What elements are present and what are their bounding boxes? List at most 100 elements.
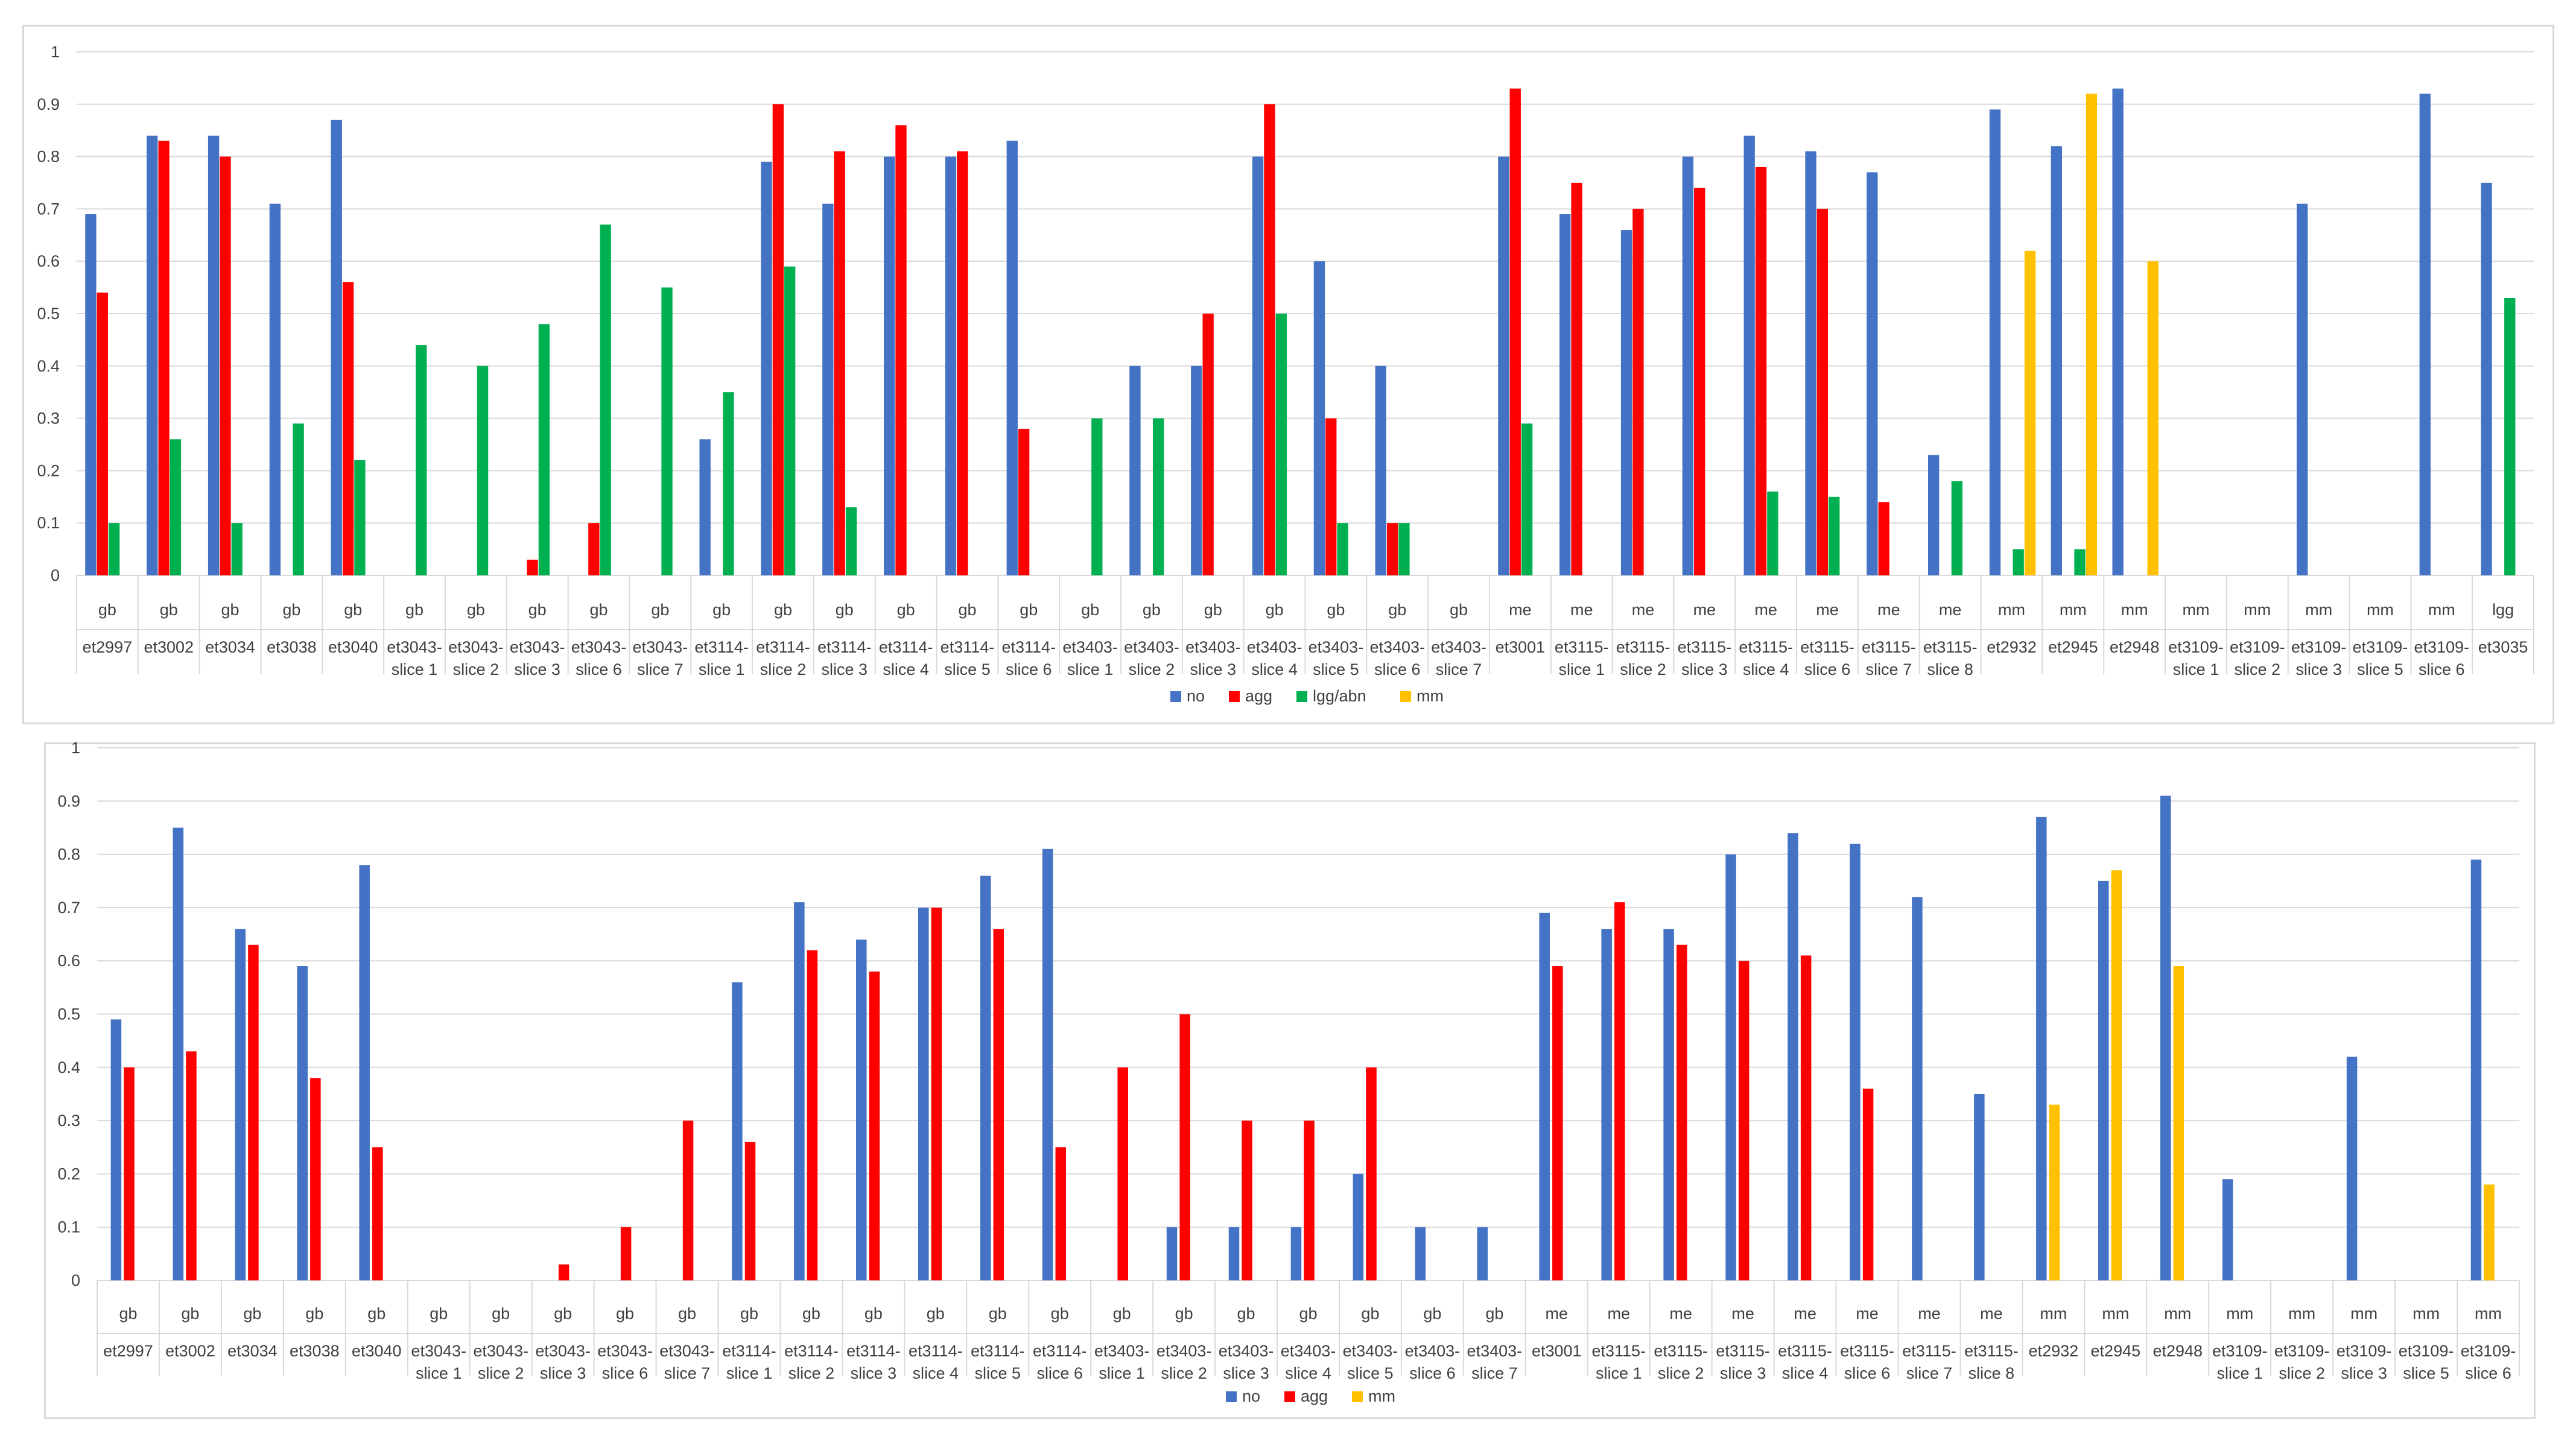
category-label: et3043- [510,638,565,656]
bar-agg-26 [1694,188,1705,575]
bar-no-30 [1974,1093,1985,1280]
bar-agg-18 [1242,1121,1252,1280]
category-label: slice 4 [913,1364,959,1382]
y-tick-label: 0.2 [37,461,60,479]
category-label: slice 2 [478,1364,524,1382]
bar-agg-17 [1179,1014,1190,1280]
category-label: et3043- [597,1342,653,1360]
category-label: slice 1 [2216,1364,2263,1382]
category-label: et3002 [165,1342,215,1360]
bar-no-20 [1313,261,1325,575]
y-tick-label: 0.5 [37,305,60,323]
group-label: gb [1450,601,1468,619]
category-label: et3109- [2212,1342,2268,1360]
bar-no-3 [269,203,281,576]
bar-no-31 [1989,109,2001,576]
category-label: et3115- [1616,638,1670,656]
category-label: et3403- [1094,1342,1150,1360]
category-label: slice 6 [576,660,622,678]
bar-agg-26 [1738,961,1750,1280]
category-label: et3043- [448,638,504,656]
category-label: et3115- [1716,1342,1770,1360]
group-label: me [1607,1305,1630,1323]
legend-swatch-agg [1284,1391,1295,1402]
category-label: slice 6 [1844,1364,1891,1382]
category-label: et3038 [290,1342,340,1360]
bar-no-26 [1682,156,1694,576]
category-label: slice 7 [1471,1364,1518,1382]
bar-no-4 [331,119,342,576]
bar-no-27 [1743,135,1755,575]
category-label: et3114- [694,638,749,656]
group-label: gb [712,601,731,619]
bar-agg-1 [158,141,170,575]
y-tick-label: 0 [51,566,60,584]
bar-no-2 [235,929,246,1280]
category-label: slice 7 [664,1364,711,1382]
group-label: me [1693,601,1716,619]
bar-no-34 [2222,1179,2233,1280]
bar-mm-38 [2484,1184,2495,1280]
bar-no-33 [2112,88,2124,575]
bar-lgg_abn-11 [784,266,796,575]
category-label: et3403- [1124,638,1179,656]
bar-agg-14 [957,151,968,576]
category-label: et3115- [1778,1342,1832,1360]
category-label: et2948 [2152,1342,2203,1360]
bar-no-17 [1129,365,1141,575]
category-label: et3114- [817,638,872,656]
category-label: slice 7 [1436,660,1482,678]
group-label: gb [864,1305,883,1323]
category-label: et3035 [2478,638,2528,656]
bar-agg-2 [248,944,259,1280]
chart-panel-top: 0 0.1 0.2 0.3 0.4 0.5 0.6 0.7 0.8 0.9 1 gb et2997 gb e… [22,25,2554,724]
group-label: gb [305,1305,323,1323]
group-label: me [1509,601,1532,619]
category-label: et3114- [1033,1342,1087,1360]
bar-no-12 [822,203,834,576]
group-label: gb [616,1305,634,1323]
category-label: slice 8 [1927,660,1973,678]
category-label: et3109- [2336,1342,2392,1360]
category-label: slice 6 [1409,1364,1456,1382]
category-label: slice 3 [1223,1364,1269,1382]
category-label: et3403- [1405,1342,1461,1360]
group-label: gb [740,1305,758,1323]
legend-label-agg: agg [1301,1387,1328,1405]
bar-agg-8 [588,523,600,575]
category-label: et3403- [1219,1342,1274,1360]
category-label: et3109- [2274,1342,2330,1360]
legend-swatch-mm [1400,691,1411,702]
bar-agg-9 [682,1121,694,1280]
category-label: slice 4 [1743,660,1789,678]
group-label: gb [678,1305,696,1323]
group-label: gb [836,601,854,619]
bar-agg-2 [220,156,231,576]
bar-lgg_abn-2 [231,523,243,575]
category-label: et3043- [571,638,627,656]
bar-agg-23 [1509,88,1521,575]
bar-no-4 [359,865,370,1280]
group-label: mm [2226,1305,2253,1323]
bar-no-32 [2098,881,2109,1280]
group-label: gb [589,601,608,619]
group-label: mm [2367,601,2394,619]
category-label: et3038 [267,638,317,656]
bar-agg-18 [1202,314,1214,575]
bar-no-20 [1353,1174,1364,1280]
bar-agg-7 [558,1264,569,1280]
y-tick-label: 0.7 [37,200,60,218]
group-label: gb [774,601,792,619]
y-tick-label: 0.8 [37,148,60,166]
group-label: gb [1388,601,1406,619]
category-label: slice 3 [1681,660,1728,678]
bar-lgg_abn-10 [723,392,734,575]
bar-agg-19 [1264,104,1275,576]
category-label: slice 4 [1251,660,1298,678]
category-label: et3040 [328,638,378,656]
bar-no-23 [1498,156,1509,576]
bar-no-1 [173,827,184,1280]
category-label: slice 2 [1129,660,1175,678]
bar-no-11 [761,162,772,575]
legend-label-mm: mm [1416,687,1444,705]
